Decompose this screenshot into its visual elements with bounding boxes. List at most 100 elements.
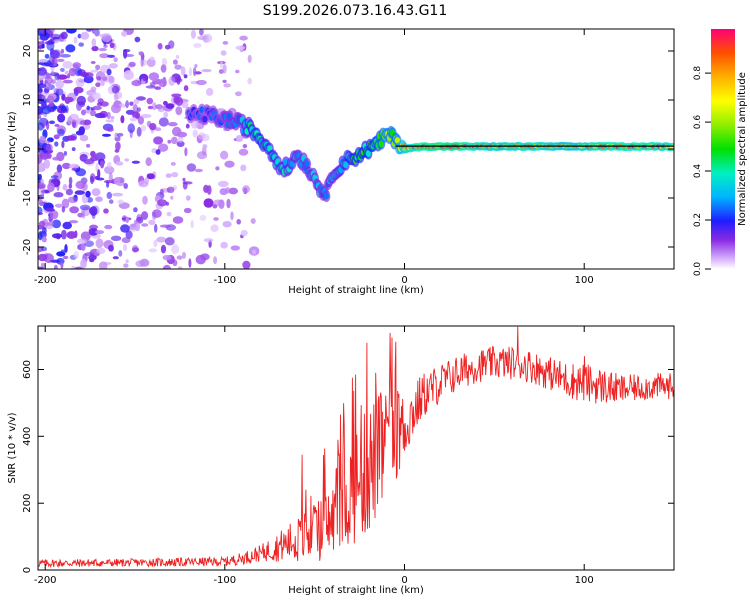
noise-blob — [142, 75, 147, 82]
noise-blob — [240, 164, 247, 172]
y-tick-label: 400 — [22, 427, 33, 446]
noise-blob — [158, 107, 165, 113]
noise-blob — [106, 181, 110, 188]
noise-blob — [52, 105, 58, 110]
noise-blob — [103, 208, 109, 214]
noise-blob — [171, 93, 182, 98]
noise-blob — [170, 162, 176, 166]
noise-blob — [156, 236, 167, 243]
noise-blob — [101, 32, 112, 43]
noise-blob — [55, 38, 67, 42]
noise-blob — [45, 143, 53, 152]
noise-blob — [145, 157, 152, 167]
noise-blob — [192, 129, 198, 138]
noise-blob — [62, 79, 73, 84]
noise-blob — [94, 29, 100, 37]
noise-blob — [38, 266, 45, 269]
colorbar-tick-label: 0.4 — [693, 164, 703, 179]
noise-blob — [39, 29, 48, 35]
noise-blob — [184, 147, 188, 157]
noise-blob — [43, 140, 51, 144]
noise-blob — [215, 166, 220, 171]
track-core — [323, 192, 329, 200]
noise-blob — [220, 150, 229, 160]
noise-blob — [160, 244, 167, 254]
y-tick-label: 0 — [22, 567, 33, 573]
noise-blob — [79, 72, 89, 77]
noise-blob — [111, 85, 120, 94]
noise-blob — [115, 141, 121, 151]
noise-blob — [111, 103, 121, 114]
noise-blob — [125, 230, 133, 240]
y-tick-label: -10 — [22, 190, 33, 206]
noise-blob — [90, 150, 96, 158]
noise-blob — [38, 62, 47, 65]
noise-blob — [176, 131, 188, 138]
noise-blob — [247, 54, 252, 64]
noise-blob — [168, 76, 176, 86]
noise-blob — [133, 219, 138, 225]
noise-blob — [71, 167, 77, 171]
noise-blob — [102, 133, 111, 137]
noise-blob — [162, 264, 171, 269]
y-tick-label: 20 — [22, 45, 33, 58]
noise-blob — [51, 219, 62, 229]
noise-blob — [133, 207, 138, 213]
noise-blob — [177, 136, 184, 143]
noise-blob — [75, 180, 86, 189]
noise-blob — [176, 76, 181, 85]
noise-blob — [186, 163, 197, 172]
noise-blob — [80, 31, 90, 40]
noise-blob — [38, 83, 47, 89]
y-tick-label: 200 — [22, 494, 33, 513]
noise-blob — [194, 168, 203, 173]
noise-blob — [97, 169, 101, 179]
noise-blob — [148, 219, 156, 226]
noise-blob — [38, 115, 42, 120]
noise-blob — [95, 230, 104, 235]
noise-blob — [77, 238, 88, 245]
noise-blob — [155, 149, 161, 155]
noise-blob — [190, 29, 196, 39]
noise-blob — [108, 75, 115, 84]
noise-blob — [68, 163, 80, 169]
noise-blob — [75, 77, 85, 88]
spectrogram-heatmap — [38, 29, 674, 269]
noise-blob — [171, 136, 178, 145]
noise-blob — [51, 79, 56, 84]
noise-blob — [117, 199, 124, 205]
x-tick-label: -200 — [34, 275, 57, 286]
noise-blob — [61, 140, 65, 149]
noise-blob — [51, 233, 63, 239]
noise-blob — [125, 259, 129, 264]
noise-blob — [130, 224, 136, 228]
noise-blob — [76, 95, 87, 106]
noise-blob — [64, 70, 69, 75]
noise-blob — [153, 239, 158, 248]
noise-blob — [38, 220, 46, 227]
noise-blob — [95, 64, 101, 71]
noise-blob — [68, 183, 73, 189]
noise-blob — [80, 258, 87, 269]
noise-blob — [252, 249, 257, 255]
noise-blob — [131, 80, 142, 87]
noise-blob — [65, 188, 73, 196]
noise-blob — [41, 236, 47, 243]
noise-blob — [56, 151, 65, 162]
noise-blob — [82, 209, 86, 219]
noise-blob — [250, 218, 256, 224]
noise-blob — [90, 175, 94, 185]
noise-blob — [95, 196, 103, 202]
noise-blob — [195, 254, 206, 265]
noise-blob — [57, 128, 65, 137]
noise-blob — [177, 266, 183, 269]
noise-blob — [91, 188, 101, 197]
noise-blob — [104, 166, 115, 174]
noise-blob — [190, 220, 194, 229]
figure-title: S199.2026.073.16.43.G11 — [263, 3, 448, 19]
noise-blob — [105, 119, 115, 123]
noise-blob — [198, 132, 206, 140]
track-core — [202, 115, 208, 123]
